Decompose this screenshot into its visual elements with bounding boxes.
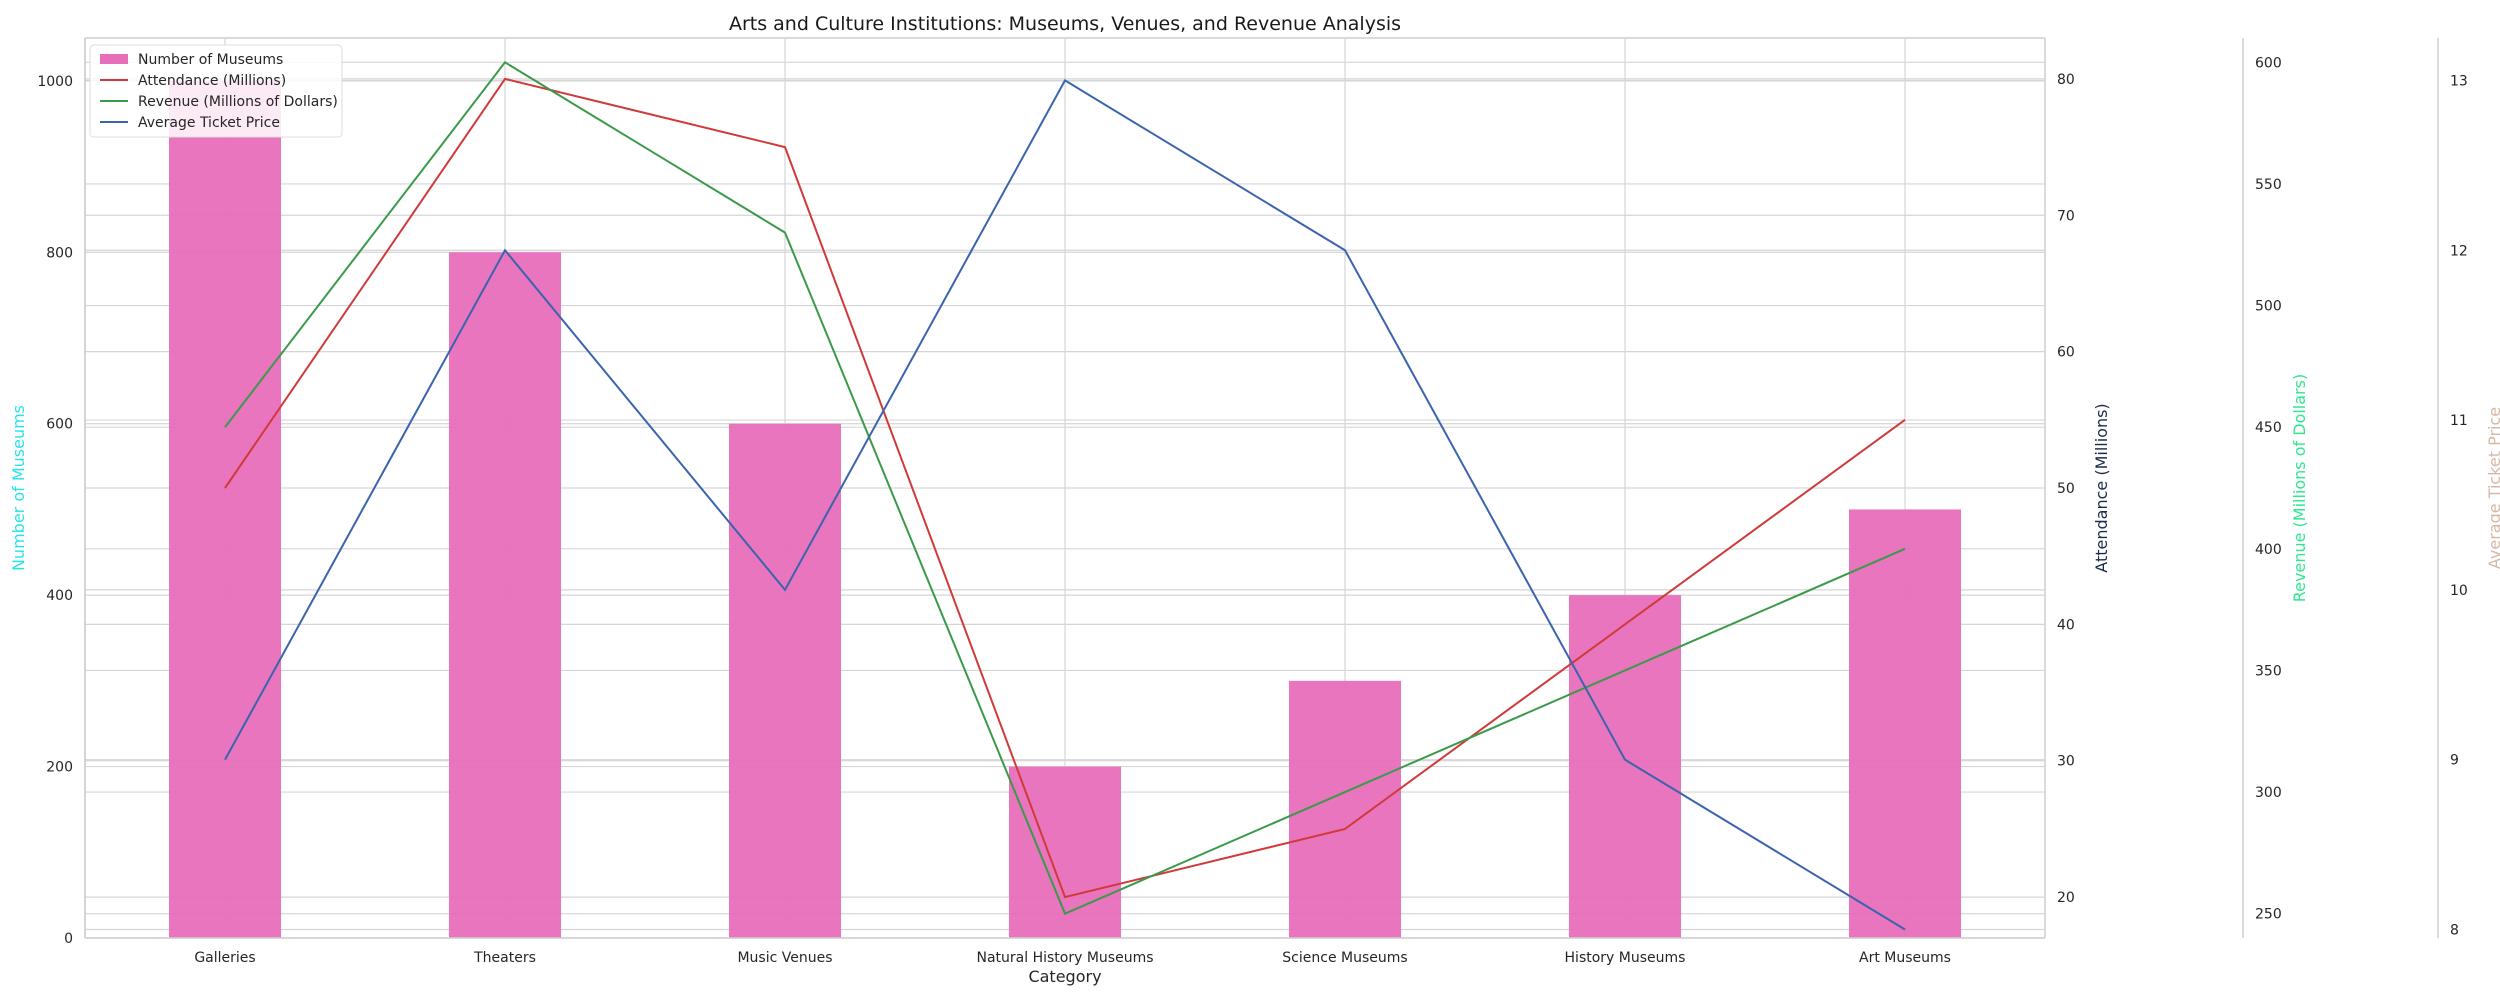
y-tick-label-attendance: 40 (2057, 617, 2075, 633)
y-axis-title-revenue: Revenue (Millions of Dollars) (2290, 374, 2309, 602)
y-tick-label-revenue: 250 (2255, 907, 2282, 923)
y-tick-label-left: 0 (64, 931, 73, 947)
x-tick-label: Music Venues (737, 950, 832, 966)
y-axis-title-attendance: Attendance (Millions) (2092, 403, 2111, 572)
legend: Number of Museums Attendance (Millions) Re… (89, 44, 343, 138)
y-tick-label-revenue: 500 (2255, 299, 2282, 315)
y-tick-label-attendance: 80 (2057, 72, 2075, 88)
bar-history-museums (1569, 595, 1681, 938)
y-tick-label-left: 1000 (37, 74, 73, 90)
bar-music-venues (729, 423, 841, 938)
y-tick-label-price: 13 (2450, 73, 2468, 89)
y-tick-label-revenue: 600 (2255, 55, 2282, 71)
x-tick-label: Art Museums (1859, 950, 1951, 966)
y-tick-label-attendance: 20 (2057, 890, 2075, 906)
legend-swatch (100, 54, 128, 64)
line-layer (224, 61, 1906, 931)
y-tick-label-left: 400 (46, 588, 73, 604)
legend-entry: Number of Museums (138, 52, 283, 68)
axis-layer: Galleries Theaters Music Venues Natural His… (9, 37, 2500, 966)
y-axis-title-left: Number of Museums (9, 405, 28, 571)
y-tick-label-attendance: 70 (2057, 208, 2075, 224)
line-series-price (224, 79, 1906, 931)
x-tick-label: Science Museums (1282, 950, 1407, 966)
x-tick-label: Theaters (473, 950, 536, 966)
y-tick-label-revenue: 550 (2255, 177, 2282, 193)
bar-galleries (169, 80, 281, 939)
y-tick-label-attendance: 50 (2057, 481, 2075, 497)
line-series-revenue (224, 61, 1906, 915)
x-tick-label: Galleries (194, 950, 255, 966)
y-tick-label-left: 200 (46, 760, 73, 776)
y-tick-label-revenue: 350 (2255, 663, 2282, 679)
y-tick-label-price: 12 (2450, 243, 2468, 259)
bar-layer (169, 80, 1961, 939)
bar-science-museums (1289, 680, 1401, 938)
legend-entry: Attendance (Millions) (138, 73, 286, 89)
x-tick-label: History Museums (1565, 950, 1686, 966)
x-tick-label: Natural History Museums (976, 950, 1153, 966)
y-tick-label-attendance: 30 (2057, 754, 2075, 770)
legend-entry: Average Ticket Price (138, 115, 280, 131)
chart-title: Arts and Culture Institutions: Museums, … (729, 13, 1401, 35)
y-axis-title-price: Average Ticket Price (2485, 407, 2500, 569)
y-tick-label-price: 11 (2450, 413, 2468, 429)
bar-theaters (449, 252, 561, 939)
y-tick-label-price: 9 (2450, 753, 2459, 769)
legend-box (89, 44, 343, 138)
y-tick-label-price: 8 (2450, 923, 2459, 939)
y-tick-label-left: 800 (46, 245, 73, 261)
y-tick-label-revenue: 400 (2255, 542, 2282, 558)
y-tick-label-attendance: 60 (2057, 345, 2075, 361)
y-tick-label-revenue: 450 (2255, 420, 2282, 436)
legend-entry: Revenue (Millions of Dollars) (138, 94, 338, 110)
y-tick-label-revenue: 300 (2255, 785, 2282, 801)
x-axis-title: Category (1028, 967, 1101, 986)
line-series-attendance (224, 77, 1906, 899)
bar-art-museums (1849, 509, 1961, 938)
y-tick-label-left: 600 (46, 417, 73, 433)
y-tick-label-price: 10 (2450, 583, 2468, 599)
